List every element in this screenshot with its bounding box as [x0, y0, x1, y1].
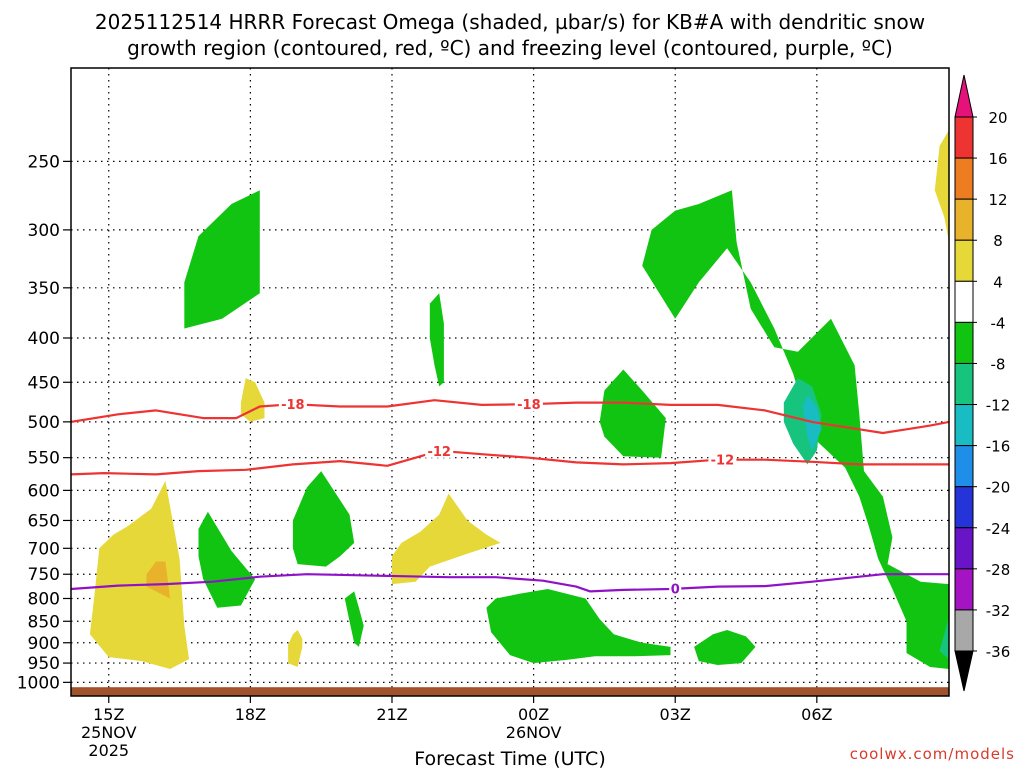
y-tick-label: 800: [28, 589, 60, 609]
omega-region: [392, 493, 501, 585]
colorbar-label: -16: [986, 438, 1011, 456]
colorbar-label: 16: [988, 150, 1007, 168]
credit-link[interactable]: coolwx.com/models: [850, 745, 1015, 763]
omega-region: [292, 471, 355, 567]
y-tick-label: 750: [28, 565, 60, 585]
y-tick-label: 250: [28, 152, 60, 172]
contour-label-bg: [278, 397, 307, 412]
y-tick-label: 500: [28, 413, 60, 433]
omega-region: [642, 190, 949, 670]
colorbar-over-arrow: [954, 74, 974, 118]
contour-label-bg: [514, 397, 543, 412]
omega-region: [198, 511, 256, 608]
y-tick-label: 950: [28, 654, 60, 674]
colorbar-label: -36: [986, 643, 1011, 661]
y-tick-label: 900: [28, 634, 60, 654]
colorbar: 20 16 12 8 4 -4 -8 -12 -16 -20 -24 -28 -32 -36: [954, 74, 1011, 692]
colorbar-label: -8: [991, 355, 1006, 373]
x-tick-label: 21Z: [376, 705, 407, 724]
omega-region: [939, 616, 949, 660]
y-tick-label: 550: [28, 449, 60, 469]
contour-label: -12: [711, 454, 735, 469]
contour-label-bg: [425, 443, 454, 458]
colorbar-swatch: [954, 445, 974, 488]
y-axis: 2503003504004505005506006507007508008509…: [17, 152, 71, 693]
contour-label: -18: [517, 398, 541, 413]
y-tick-label: 450: [28, 373, 60, 393]
omega-region: [240, 378, 265, 422]
colorbar-label: -12: [986, 397, 1011, 415]
colorbar-under-arrow: [954, 650, 974, 692]
omega-region: [934, 130, 949, 243]
omega-region: [429, 293, 444, 387]
dendritic-contour: [71, 449, 949, 476]
x-tick-label: 18Z: [235, 705, 266, 724]
colorbar-swatch: [954, 280, 974, 323]
colorbar-swatch: [954, 157, 974, 200]
terrain-band: [71, 687, 949, 696]
y-tick-label: 850: [28, 612, 60, 632]
omega-region: [288, 630, 303, 667]
colorbar-label: 20: [988, 109, 1007, 127]
y-tick-label: 400: [28, 329, 60, 349]
omega-shading: [89, 130, 949, 670]
colorbar-label: 8: [993, 232, 1003, 250]
omega-region: [184, 190, 260, 329]
omega-region: [344, 591, 364, 647]
colorbar-label: 12: [988, 191, 1007, 209]
colorbar-label: -24: [986, 520, 1011, 538]
colorbar-swatch: [954, 609, 974, 652]
contour-label-bg: [669, 581, 682, 596]
x-tick-sublabel: 2025: [88, 741, 129, 760]
colorbar-swatch: [954, 362, 974, 406]
colorbar-swatch: [954, 568, 974, 611]
colorbar-swatch: [954, 116, 974, 159]
colorbar-swatch: [954, 527, 974, 570]
y-tick-label: 600: [28, 481, 60, 501]
freezing-level-contour: [71, 573, 949, 593]
colorbar-swatch: [954, 404, 974, 447]
contour-label: -18: [281, 398, 305, 413]
omega-region: [146, 561, 171, 599]
omega-region: [694, 630, 756, 665]
temperature-contours: -18 -18 -12 -12 0: [71, 397, 949, 598]
colorbar-label: -20: [986, 479, 1011, 497]
contour-label: 0: [671, 583, 680, 598]
y-tick-label: 700: [28, 539, 60, 559]
x-tick-sublabel: 25NOV: [81, 723, 137, 742]
colorbar-swatch: [954, 321, 974, 364]
colorbar-swatch: [954, 486, 974, 529]
contour-label-bg: [708, 452, 737, 467]
y-tick-label: 350: [28, 279, 60, 299]
chart-title-line1: 2025112514 HRRR Forecast Omega (shaded, …: [95, 10, 925, 34]
colorbar-label: -32: [986, 602, 1011, 620]
colorbar-label: -28: [986, 561, 1011, 579]
plot-area: -18 -18 -12 -12 0: [70, 67, 950, 697]
contour-label: -12: [427, 445, 451, 460]
x-tick-label: 06Z: [801, 705, 832, 724]
colorbar-label: 4: [993, 273, 1003, 291]
chart-title-line2: growth region (contoured, red, ºC) and f…: [127, 36, 893, 60]
colorbar-swatch: [954, 198, 974, 241]
x-tick-label: 15Z: [93, 705, 124, 724]
colorbar-swatch: [954, 239, 974, 282]
y-tick-label: 650: [28, 511, 60, 531]
omega-region: [599, 369, 666, 458]
terrain-layer: [71, 687, 949, 696]
y-tick-label: 300: [28, 221, 60, 241]
omega-region: [486, 589, 671, 664]
omega-region: [89, 480, 189, 669]
y-tick-label: 1000: [17, 673, 60, 693]
x-tick-label: 03Z: [660, 705, 691, 724]
colorbar-label: -4: [991, 314, 1006, 332]
x-tick-label: 00Z: [518, 705, 549, 724]
x-axis-title: Forecast Time (UTC): [414, 748, 605, 768]
x-tick-sublabel: 26NOV: [506, 723, 562, 742]
